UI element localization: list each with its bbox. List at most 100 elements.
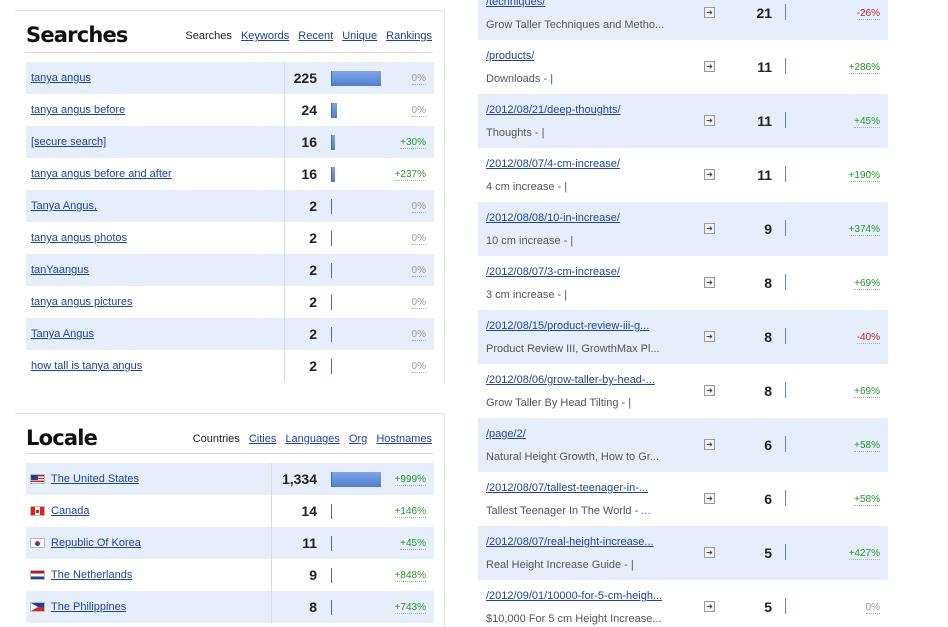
page-count: 8 xyxy=(764,275,772,291)
change-percent: +69% xyxy=(854,386,880,398)
change-percent: +146% xyxy=(394,506,426,518)
locale-tabs: Countries Cities Languages Org Hostnames xyxy=(187,433,432,445)
open-page-icon[interactable]: ➜ xyxy=(704,277,715,288)
count-bar xyxy=(785,220,786,236)
table-row: /2012/08/07/3-cm-increase/3 cm increase … xyxy=(478,256,888,310)
search-count: 2 xyxy=(309,262,317,278)
count-bar xyxy=(331,295,332,310)
visitor-count: 8 xyxy=(309,599,317,615)
open-page-icon[interactable]: ➜ xyxy=(704,61,715,72)
open-page-icon[interactable]: ➜ xyxy=(704,385,715,396)
search-count: 2 xyxy=(309,230,317,246)
page-path-link[interactable]: /2012/08/08/10-in-increase/ xyxy=(486,212,620,224)
table-row: The United States 1,334 +999% xyxy=(26,463,434,495)
page-count: 21 xyxy=(756,5,772,21)
search-term-link[interactable]: Tanya Angus, xyxy=(31,200,98,212)
page-title: Downloads - | xyxy=(486,73,554,85)
column-divider xyxy=(271,495,272,527)
tab-unique[interactable]: Unique xyxy=(342,30,378,42)
table-row: how tall is tanya angus 2 0% xyxy=(26,350,434,382)
search-term-link[interactable]: tanya angus xyxy=(31,72,91,84)
open-page-icon[interactable]: ➜ xyxy=(704,115,715,126)
pages-list: /techniques/Grow Taller Techniques and M… xyxy=(478,0,888,627)
page-path-link[interactable]: /2012/08/07/tallest-teenager-in-... xyxy=(486,482,649,494)
country-link[interactable]: Republic Of Korea xyxy=(51,537,141,549)
open-page-icon[interactable]: ➜ xyxy=(704,7,715,18)
change-percent: -26% xyxy=(856,8,880,20)
tab-rankings[interactable]: Rankings xyxy=(386,30,432,42)
country-link[interactable]: Canada xyxy=(51,505,90,517)
table-row: Tanya Angus 2 0% xyxy=(26,318,434,350)
page-path-link[interactable]: /2012/08/06/grow-taller-by-head-... xyxy=(486,374,655,386)
search-term-link[interactable]: Tanya Angus xyxy=(31,328,94,340)
kr-flag-icon xyxy=(30,538,45,548)
search-term-link[interactable]: how tall is tanya angus xyxy=(31,360,143,372)
open-page-icon[interactable]: ➜ xyxy=(704,493,715,504)
country-link[interactable]: The Philippines xyxy=(51,601,127,613)
page-title: Natural Height Growth, How to Gr... xyxy=(486,451,660,463)
search-term-link[interactable]: [secure search] xyxy=(31,136,107,148)
column-divider xyxy=(284,222,285,254)
column-divider xyxy=(284,94,285,126)
page-title: Tallest Teenager In The World - ... xyxy=(486,505,651,517)
count-bar xyxy=(331,327,332,342)
page-path-link[interactable]: /2012/08/15/product-review-iii-g... xyxy=(486,320,650,332)
table-row: /2012/08/21/deep-thoughts/Thoughts - | ➜ 1… xyxy=(478,94,888,148)
page-path-link[interactable]: /products/ xyxy=(486,50,535,62)
open-page-icon[interactable]: ➜ xyxy=(704,331,715,342)
change-percent: +374% xyxy=(848,224,880,236)
open-page-icon[interactable]: ➜ xyxy=(704,169,715,180)
us-flag-icon xyxy=(30,474,45,484)
page-path-link[interactable]: /2012/09/01/10000-for-5-cm-heigh... xyxy=(486,590,663,602)
open-page-icon[interactable]: ➜ xyxy=(704,547,715,558)
search-term-link[interactable]: tanya angus before xyxy=(31,104,126,116)
change-percent: +427% xyxy=(848,548,880,560)
column-divider xyxy=(284,158,285,190)
table-row: tanya angus before 24 0% xyxy=(26,94,434,126)
tab-searches[interactable]: Searches xyxy=(185,30,232,42)
count-bar xyxy=(331,167,335,182)
change-percent: +999% xyxy=(394,474,426,486)
tab-hostnames[interactable]: Hostnames xyxy=(376,433,432,445)
count-bar xyxy=(331,231,332,246)
country-link[interactable]: The United States xyxy=(51,473,140,485)
tab-recent[interactable]: Recent xyxy=(298,30,334,42)
table-row: The Netherlands 9 +848% xyxy=(26,559,434,591)
search-term-link[interactable]: tanya angus before and after xyxy=(31,168,172,180)
page-path-link[interactable]: /page/2/ xyxy=(486,428,526,440)
page-path-link[interactable]: /2012/08/07/3-cm-increase/ xyxy=(486,266,620,278)
page-title: Thoughts - | xyxy=(486,127,545,139)
page-path-link[interactable]: /techniques/ xyxy=(486,0,546,8)
tab-languages[interactable]: Languages xyxy=(285,433,340,445)
count-bar xyxy=(785,544,786,560)
page-path-link[interactable]: /2012/08/21/deep-thoughts/ xyxy=(486,104,621,116)
change-percent: 0% xyxy=(411,105,426,117)
search-term-link[interactable]: tanya angus pictures xyxy=(31,296,133,308)
column-divider xyxy=(284,126,285,158)
searches-title: Searches xyxy=(26,23,128,47)
tab-keywords[interactable]: Keywords xyxy=(240,30,290,42)
search-count: 16 xyxy=(301,166,317,182)
count-bar xyxy=(331,600,332,615)
page-path-link[interactable]: /2012/08/07/real-height-increase... xyxy=(486,536,654,548)
open-page-icon[interactable]: ➜ xyxy=(704,601,715,612)
visitor-count: 14 xyxy=(301,503,317,519)
tab-countries[interactable]: Countries xyxy=(192,433,240,445)
change-percent: 0% xyxy=(411,297,426,309)
search-term-link[interactable]: tanya angus photos xyxy=(31,232,128,244)
page-path-link[interactable]: /2012/08/07/4-cm-increase/ xyxy=(486,158,620,170)
table-row: tanya angus 225 0% xyxy=(26,62,434,94)
count-bar xyxy=(331,263,332,278)
visitor-count: 9 xyxy=(309,567,317,583)
search-count: 24 xyxy=(301,102,317,118)
open-page-icon[interactable]: ➜ xyxy=(704,223,715,234)
table-row: Republic Of Korea 11 +45% xyxy=(26,527,434,559)
country-link[interactable]: The Netherlands xyxy=(51,569,133,581)
column-divider xyxy=(284,62,285,94)
open-page-icon[interactable]: ➜ xyxy=(704,439,715,450)
search-term-link[interactable]: tanYaangus xyxy=(31,264,89,276)
change-percent: +286% xyxy=(848,62,880,74)
table-row: /techniques/Grow Taller Techniques and M… xyxy=(478,0,888,40)
tab-cities[interactable]: Cities xyxy=(248,433,277,445)
tab-org[interactable]: Org xyxy=(348,433,368,445)
